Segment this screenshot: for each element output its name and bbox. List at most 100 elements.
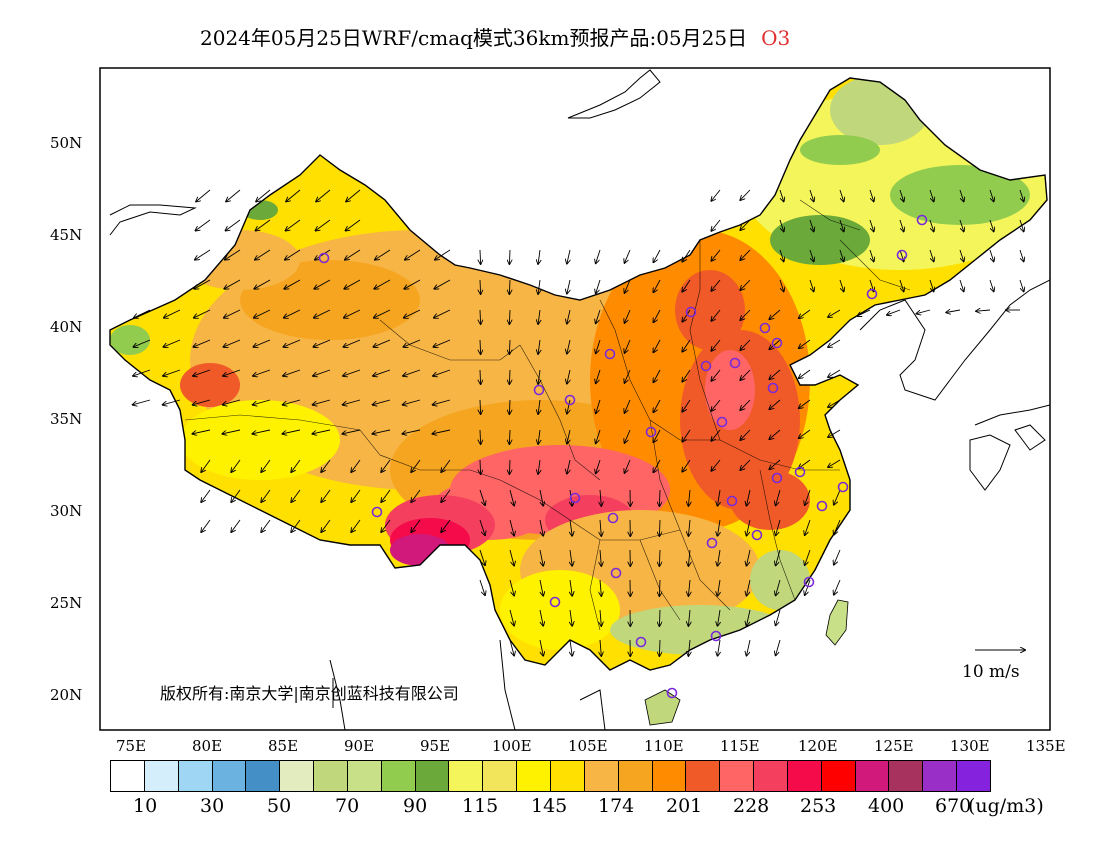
city-marker [759, 322, 771, 334]
wind-arrow [834, 489, 841, 505]
lon-label: 110E [644, 737, 684, 755]
wind-arrow [351, 489, 361, 502]
wind-arrow [509, 519, 514, 536]
wind-arrow [682, 369, 691, 382]
wind-arrow [381, 459, 391, 472]
city-marker [533, 384, 545, 396]
wind-arrow [261, 489, 271, 502]
colorbar-swatch [855, 761, 890, 791]
wind-arrow [682, 339, 691, 352]
wind-arrow [625, 309, 631, 323]
wind-arrow [411, 489, 421, 502]
wind-arrow [313, 339, 331, 347]
colorbar [110, 760, 991, 792]
wind-arrow [373, 369, 391, 376]
wind-arrow [567, 369, 570, 384]
wind-arrow [959, 279, 964, 291]
wind-arrow [929, 219, 934, 231]
wind-arrow [434, 279, 451, 289]
colorbar-swatch [280, 761, 315, 791]
wind-arrow [231, 489, 241, 502]
wind-arrow [653, 399, 661, 412]
city-marker [564, 394, 576, 406]
wind-arrow [899, 189, 904, 201]
wind-arrow [351, 459, 361, 472]
wind-arrow [740, 339, 751, 350]
wind-arrow [653, 429, 661, 442]
wind-arrow [682, 279, 691, 292]
wind-arrow [869, 219, 874, 231]
wind-arrow [509, 549, 514, 566]
wind-arrow [779, 249, 784, 261]
city-marker [803, 576, 815, 588]
wind-arrow [193, 339, 211, 347]
wind-arrow [740, 279, 751, 290]
wind-arrow [711, 459, 721, 471]
lat-label: 30N [50, 502, 83, 520]
wind-arrow [538, 249, 540, 264]
wind-arrow [989, 279, 994, 291]
wind-arrow [799, 429, 811, 438]
title-main: 2024年05月25日WRF/cmaq模式36km预报产品:05月25日 [200, 26, 748, 50]
wind-arrow [405, 249, 421, 260]
wind-arrow [740, 309, 751, 320]
lat-label: 45N [50, 226, 83, 244]
map-title: 2024年05月25日WRF/cmaq模式36km预报产品:05月25日 O3 [200, 22, 790, 51]
wind-arrow [688, 489, 690, 506]
wind-arrow [509, 339, 510, 354]
wind-arrow [596, 429, 601, 443]
wind-arrow [776, 549, 781, 565]
city-marker [771, 472, 783, 484]
wind-arrow [779, 279, 784, 291]
wind-arrow [479, 519, 485, 535]
wind-arrow [625, 459, 631, 473]
wind-arrow [659, 489, 660, 506]
wind-arrow [321, 519, 331, 532]
wind-arrow [887, 309, 901, 315]
wind-arrow [740, 369, 751, 380]
colorbar-swatch [720, 761, 755, 791]
wind-arrow [509, 639, 514, 656]
wind-arrow [1019, 249, 1024, 261]
wind-arrow [917, 309, 931, 314]
wind-arrow [834, 579, 841, 595]
wind-arrow [433, 399, 451, 405]
wind-arrow [769, 339, 781, 349]
city-marker [716, 416, 728, 428]
wind-arrow [747, 639, 751, 656]
wind-arrow [134, 309, 151, 318]
wind-arrow [222, 429, 241, 434]
wind-arrow [740, 459, 751, 470]
city-marker [318, 252, 330, 264]
wind-arrow [375, 249, 391, 260]
wind-arrow [596, 399, 601, 413]
wind-arrow [283, 339, 301, 347]
wind-arrow [403, 369, 421, 376]
wind-arrow [346, 219, 361, 231]
wind-arrow [805, 549, 811, 565]
wind-arrow [769, 399, 781, 409]
wind-arrow [316, 189, 331, 202]
colorbar-swatch [415, 761, 450, 791]
colorbar-tick: 228 [733, 795, 770, 817]
wind-arrow [567, 459, 570, 474]
wind-arrow [711, 279, 721, 291]
wind-arrow [779, 219, 784, 231]
wind-arrow [538, 399, 540, 414]
colorbar-tick: 201 [666, 795, 703, 817]
colorbar-tick: 145 [531, 795, 568, 817]
wind-arrow [659, 549, 660, 566]
wind-arrow [433, 339, 451, 347]
wind-arrow [194, 309, 211, 318]
wind-arrow [196, 219, 211, 231]
colorbar-swatch [584, 761, 619, 791]
wind-arrow [538, 309, 540, 324]
city-marker [569, 492, 581, 504]
wind-arrow [625, 279, 631, 293]
wind-arrow [509, 309, 510, 324]
wind-arrow [282, 429, 301, 434]
wind-arrow [538, 279, 540, 294]
wind-arrow [659, 519, 660, 536]
wind-arrow [570, 519, 572, 536]
wind-arrow [600, 549, 601, 566]
